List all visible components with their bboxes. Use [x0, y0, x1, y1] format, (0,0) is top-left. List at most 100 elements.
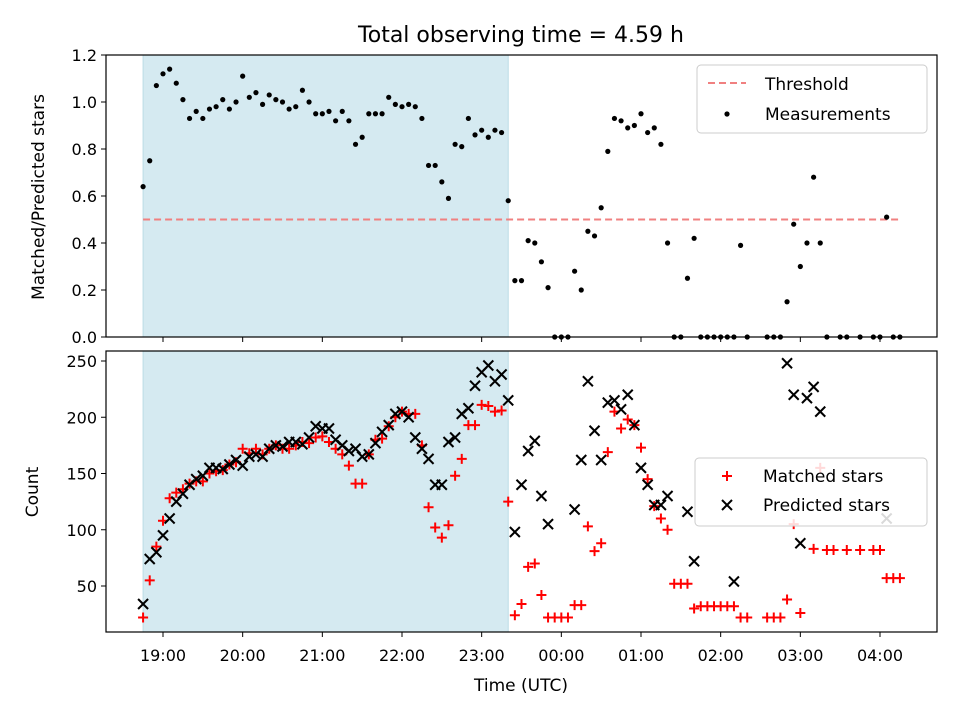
cross-b: [217, 463, 229, 475]
cross-b: [150, 546, 163, 558]
predicted-star-point: [582, 375, 594, 387]
measurement-point: [498, 129, 505, 136]
top-legend: Threshold Measurements: [696, 64, 928, 134]
measurement-point: [605, 148, 611, 154]
predicted-star-point: [588, 425, 601, 437]
x-tick-label: 21:00: [299, 646, 345, 665]
measurement-point: [545, 285, 551, 291]
cross-b: [602, 396, 614, 409]
cross-b: [522, 445, 534, 457]
measurement-point: [206, 106, 213, 112]
measurement-point: [704, 334, 710, 340]
predicted-star-point: [655, 499, 667, 511]
measurement-point: [432, 162, 438, 169]
cross-b: [402, 411, 415, 423]
measurement-point: [664, 240, 671, 246]
measurement-point: [160, 71, 166, 77]
measurement-point: [140, 184, 146, 190]
cross-b: [542, 518, 554, 530]
matched-star-point: [808, 543, 819, 554]
predicted-star-point: [787, 389, 800, 401]
matched-star-point: [509, 610, 520, 621]
matched-star-point: [171, 487, 182, 498]
measurement-point: [844, 334, 850, 340]
measurement-point: [266, 92, 272, 98]
predicted-star-point: [568, 503, 581, 516]
cross-b: [787, 389, 800, 401]
y-tick-label: 1.0: [72, 93, 97, 112]
cross-b: [641, 479, 654, 491]
cross-b: [482, 359, 495, 372]
measurement-point: [472, 132, 478, 138]
matched-star-point: [436, 532, 447, 543]
measurement-point: [625, 125, 631, 131]
x-tick-label: 01:00: [618, 646, 664, 665]
measurement-point: [220, 97, 226, 103]
cross-b: [389, 408, 402, 420]
predicted-star-point: [309, 420, 322, 432]
matched-star-point: [689, 603, 700, 614]
matched-star-point: [423, 502, 434, 513]
measurement-point: [771, 334, 777, 340]
measurement-point: [884, 214, 890, 220]
measurement-point: [877, 334, 883, 340]
measurement-point: [346, 118, 352, 124]
matched-star-point: [470, 420, 481, 431]
measurement-point: [386, 94, 392, 100]
measurement-point: [817, 240, 823, 246]
measurement-point: [618, 118, 624, 124]
predicted-star-point: [163, 512, 176, 525]
predicted-star-point: [542, 518, 554, 530]
measurement-point: [399, 104, 405, 110]
measurement-point: [857, 334, 863, 340]
predicted-star-point: [602, 396, 614, 409]
measurement-point: [425, 162, 432, 169]
matched-star-point: [250, 443, 261, 454]
matched-star-point: [576, 600, 587, 611]
measurement-point: [518, 278, 525, 284]
predicted-star-point: [217, 463, 229, 475]
measurement-point: [824, 334, 830, 340]
measurement-point: [153, 82, 159, 89]
measurement-point: [598, 205, 604, 211]
predicted-star-point: [635, 462, 647, 474]
y-tick-label: 0.2: [72, 281, 97, 300]
measurement-point: [392, 101, 398, 107]
matched-star-point: [516, 599, 527, 609]
predicted-star-point: [515, 479, 528, 491]
measurement-point: [651, 125, 657, 131]
x-tick-label: 00:00: [538, 646, 584, 665]
measurement-point: [784, 299, 790, 305]
measurement-point: [479, 127, 485, 133]
predicted-star-point: [157, 529, 169, 542]
measurement-point: [259, 101, 266, 107]
predicted-star-point: [509, 526, 521, 538]
measurement-point: [366, 111, 372, 117]
predicted-star-point: [628, 419, 641, 431]
bottom-y-axis-label: Count: [23, 466, 43, 517]
measurement-point: [645, 129, 651, 136]
measurement-point: [804, 240, 810, 246]
measurement-point: [811, 174, 817, 180]
matched-star-point: [655, 513, 666, 524]
y-tick-label: 50: [77, 577, 97, 596]
matched-star-point: [602, 447, 613, 458]
matched-star-point: [310, 432, 321, 443]
matched-star-point: [642, 474, 653, 485]
matched-star-point: [523, 561, 534, 572]
predicted-star-point: [276, 440, 289, 453]
cross-b: [628, 419, 641, 431]
cross-b: [329, 434, 342, 446]
cross-b: [422, 453, 435, 465]
measurement-point: [870, 334, 876, 340]
measurement-point: [691, 235, 697, 241]
measurement-point: [233, 99, 239, 105]
measurement-point: [797, 263, 803, 270]
measurement-point: [744, 334, 750, 340]
predicted-star-point: [236, 459, 249, 472]
cross-b: [230, 454, 242, 466]
cross-b: [588, 425, 601, 437]
measurement-point: [452, 141, 458, 147]
predicted-star-point: [389, 408, 402, 420]
matched-star-point: [855, 545, 866, 555]
